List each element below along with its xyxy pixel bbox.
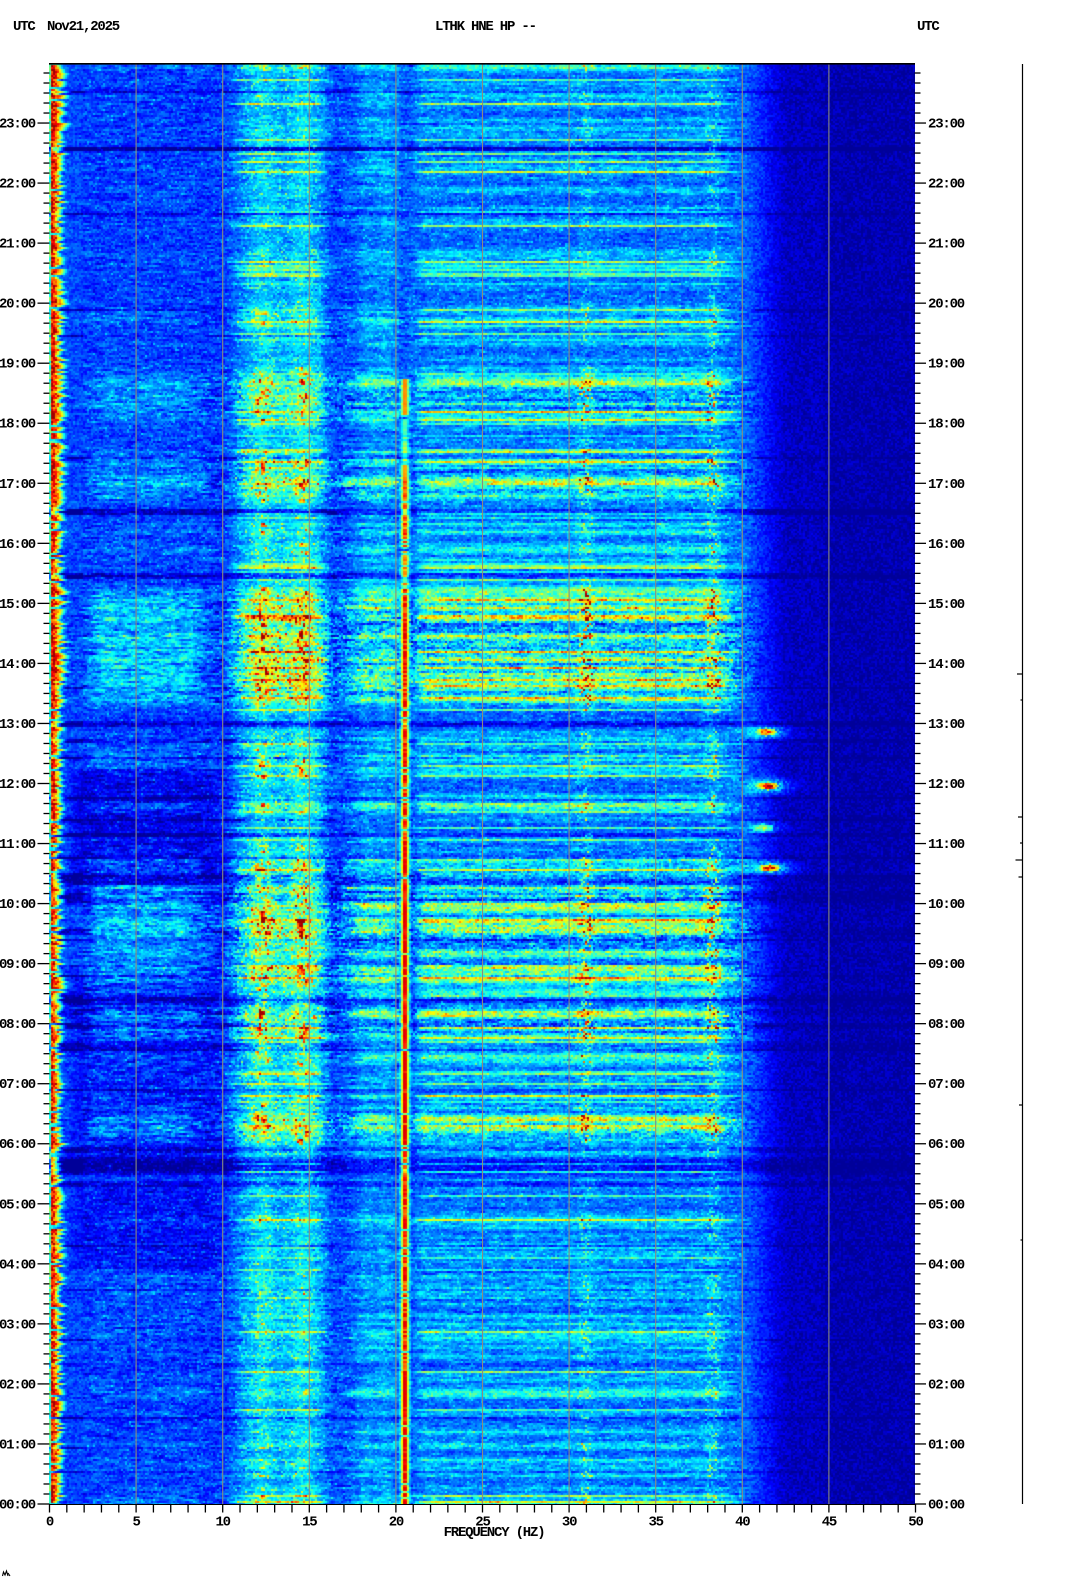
svg-text:08:00: 08:00 <box>0 1017 36 1033</box>
svg-text:40: 40 <box>735 1514 750 1530</box>
svg-text:01:00: 01:00 <box>0 1437 36 1453</box>
svg-text:10:00: 10:00 <box>928 897 965 913</box>
svg-text:FREQUENCY (HZ): FREQUENCY (HZ) <box>444 1525 545 1541</box>
svg-text:02:00: 02:00 <box>928 1377 965 1393</box>
svg-text:20:00: 20:00 <box>0 297 36 313</box>
svg-text:03:00: 03:00 <box>928 1317 965 1333</box>
svg-text:09:00: 09:00 <box>0 957 36 973</box>
svg-text:18:00: 18:00 <box>928 417 965 433</box>
svg-text:15:00: 15:00 <box>928 597 965 613</box>
svg-text:30: 30 <box>562 1514 577 1530</box>
svg-text:13:00: 13:00 <box>0 717 36 733</box>
svg-text:14:00: 14:00 <box>0 657 36 673</box>
svg-text:0: 0 <box>46 1514 54 1530</box>
svg-text:21:00: 21:00 <box>928 237 965 253</box>
svg-text:19:00: 19:00 <box>0 357 36 373</box>
svg-text:18:00: 18:00 <box>0 417 36 433</box>
svg-text:20: 20 <box>389 1514 404 1530</box>
svg-text:02:00: 02:00 <box>0 1377 36 1393</box>
svg-text:08:00: 08:00 <box>928 1017 965 1033</box>
svg-text:50: 50 <box>908 1514 923 1530</box>
svg-text:04:00: 04:00 <box>0 1257 36 1273</box>
svg-text:13:00: 13:00 <box>928 717 965 733</box>
svg-text:19:00: 19:00 <box>928 357 965 373</box>
svg-text:06:00: 06:00 <box>0 1137 36 1153</box>
svg-text:23:00: 23:00 <box>0 117 36 133</box>
svg-text:14:00: 14:00 <box>928 657 965 673</box>
svg-text:12:00: 12:00 <box>928 777 965 793</box>
svg-text:35: 35 <box>648 1514 663 1530</box>
svg-text:03:00: 03:00 <box>0 1317 36 1333</box>
svg-text:20:00: 20:00 <box>928 297 965 313</box>
svg-text:11:00: 11:00 <box>0 837 36 853</box>
svg-text:5: 5 <box>132 1514 140 1530</box>
svg-text:21:00: 21:00 <box>0 237 36 253</box>
svg-text:22:00: 22:00 <box>0 177 36 193</box>
svg-text:04:00: 04:00 <box>928 1257 965 1273</box>
svg-text:07:00: 07:00 <box>0 1077 36 1093</box>
svg-text:11:00: 11:00 <box>928 837 965 853</box>
svg-text:25: 25 <box>475 1514 490 1530</box>
svg-text:15:00: 15:00 <box>0 597 36 613</box>
svg-text:15: 15 <box>302 1514 317 1530</box>
svg-text:09:00: 09:00 <box>928 957 965 973</box>
svg-text:00:00: 00:00 <box>0 1498 36 1514</box>
svg-text:16:00: 16:00 <box>0 537 36 553</box>
svg-text:01:00: 01:00 <box>928 1437 965 1453</box>
svg-text:10:00: 10:00 <box>0 897 36 913</box>
svg-text:23:00: 23:00 <box>928 117 965 133</box>
svg-text:45: 45 <box>822 1514 837 1530</box>
svg-text:05:00: 05:00 <box>0 1197 36 1213</box>
svg-text:10: 10 <box>215 1514 230 1530</box>
svg-text:06:00: 06:00 <box>928 1137 965 1153</box>
svg-text:12:00: 12:00 <box>0 777 36 793</box>
svg-text:16:00: 16:00 <box>928 537 965 553</box>
svg-text:17:00: 17:00 <box>928 477 965 493</box>
svg-text:07:00: 07:00 <box>928 1077 965 1093</box>
svg-text:00:00: 00:00 <box>928 1498 965 1514</box>
svg-text:17:00: 17:00 <box>0 477 36 493</box>
svg-text:05:00: 05:00 <box>928 1197 965 1213</box>
svg-text:22:00: 22:00 <box>928 177 965 193</box>
